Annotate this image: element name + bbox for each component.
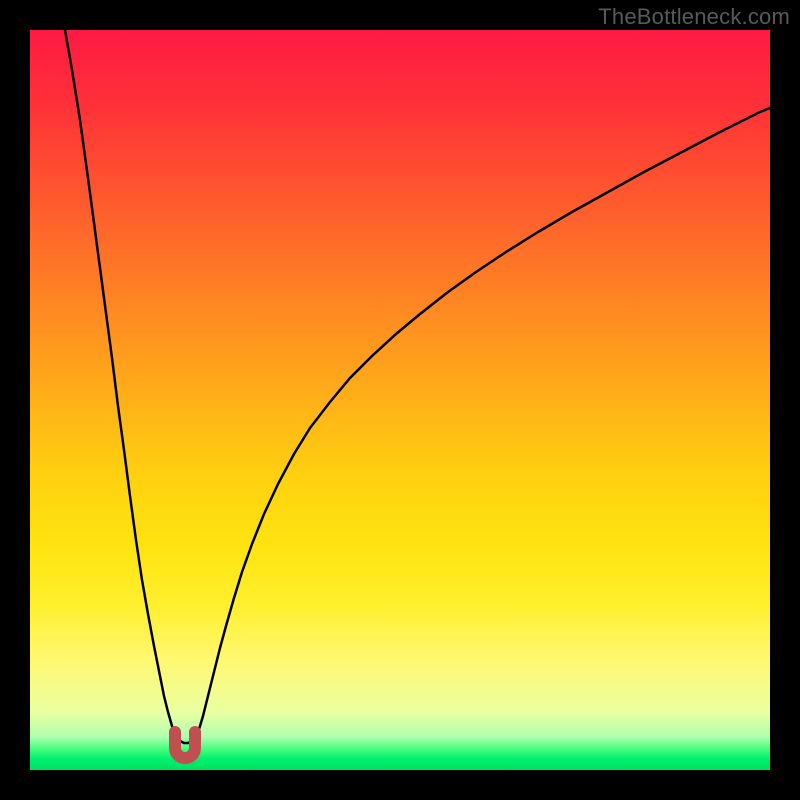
plot-area <box>30 30 770 770</box>
chart-container: TheBottleneck.com <box>0 0 800 800</box>
bottleneck-chart <box>0 0 800 800</box>
watermark-text: TheBottleneck.com <box>598 4 790 30</box>
